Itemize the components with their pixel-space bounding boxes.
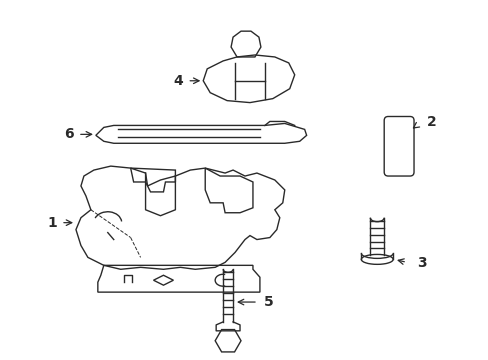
Text: 2: 2 — [426, 116, 436, 130]
Text: 4: 4 — [173, 74, 183, 88]
Text: 1: 1 — [47, 216, 57, 230]
Text: 3: 3 — [416, 256, 426, 270]
Text: 6: 6 — [64, 127, 74, 141]
Text: 5: 5 — [264, 295, 273, 309]
